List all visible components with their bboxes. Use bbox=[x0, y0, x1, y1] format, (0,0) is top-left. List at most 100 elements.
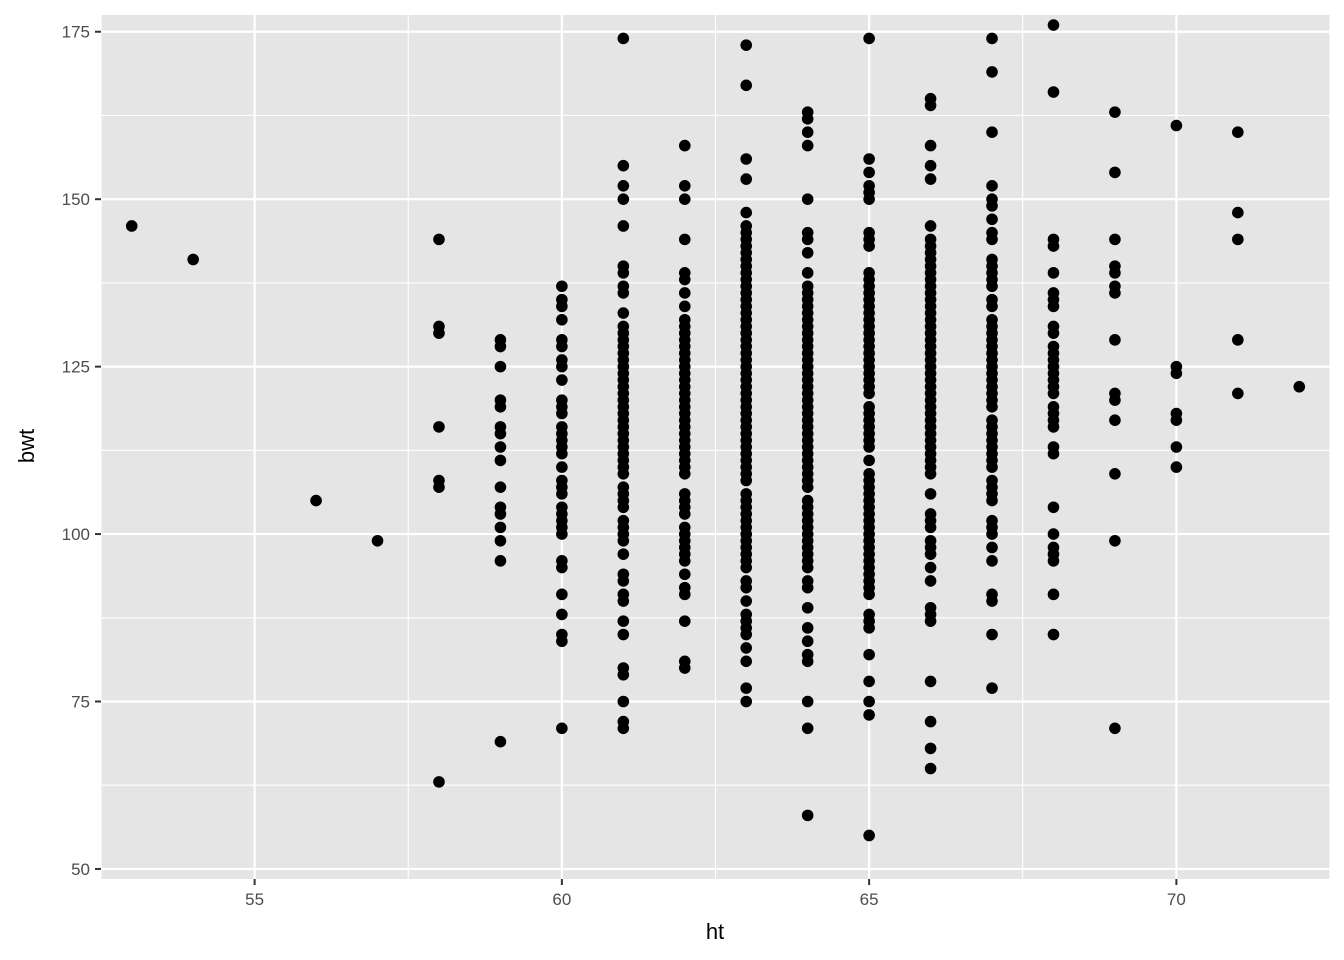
data-point bbox=[986, 595, 998, 607]
data-point bbox=[617, 628, 630, 641]
data-point bbox=[678, 568, 691, 581]
data-point bbox=[1047, 555, 1060, 567]
data-point bbox=[1170, 119, 1183, 132]
data-point bbox=[494, 340, 507, 353]
data-point bbox=[617, 307, 630, 319]
y-axis-title: bwt bbox=[14, 429, 39, 463]
data-point bbox=[494, 481, 507, 493]
data-point bbox=[1047, 501, 1060, 514]
data-point bbox=[433, 233, 445, 246]
data-point bbox=[1109, 166, 1121, 179]
data-point bbox=[801, 809, 814, 822]
data-point bbox=[801, 139, 814, 152]
data-point bbox=[494, 508, 507, 520]
data-point bbox=[924, 762, 937, 775]
data-point bbox=[801, 695, 814, 708]
x-axis-tick-labels: 55 60 65 70 bbox=[245, 890, 1186, 909]
y-tick-label: 125 bbox=[62, 358, 90, 377]
data-point bbox=[556, 461, 568, 473]
data-point bbox=[1109, 233, 1121, 246]
data-point bbox=[1109, 267, 1121, 279]
data-point bbox=[740, 173, 753, 185]
data-point bbox=[371, 534, 384, 547]
data-point bbox=[740, 655, 753, 668]
data-point bbox=[986, 200, 998, 212]
data-point bbox=[924, 488, 937, 500]
data-point bbox=[924, 467, 937, 480]
data-point bbox=[924, 99, 937, 112]
x-tick-label: 60 bbox=[552, 890, 571, 909]
data-point bbox=[678, 300, 691, 313]
data-point bbox=[801, 561, 814, 574]
data-point bbox=[678, 662, 691, 674]
data-point bbox=[740, 581, 753, 594]
data-point bbox=[1109, 334, 1121, 346]
data-point bbox=[740, 39, 753, 51]
data-point bbox=[1232, 126, 1244, 139]
x-tick-label: 65 bbox=[860, 890, 879, 909]
data-point bbox=[740, 642, 753, 654]
data-point bbox=[801, 622, 814, 634]
data-point bbox=[617, 575, 630, 587]
data-point bbox=[617, 548, 630, 560]
data-point bbox=[617, 287, 630, 299]
data-point bbox=[986, 461, 998, 473]
data-point bbox=[1109, 467, 1121, 480]
data-point bbox=[740, 682, 753, 694]
data-point bbox=[1047, 19, 1060, 31]
data-point bbox=[678, 193, 691, 205]
data-point bbox=[678, 179, 691, 192]
data-point bbox=[1047, 240, 1060, 252]
data-point bbox=[740, 474, 753, 487]
data-point bbox=[556, 340, 568, 353]
data-point bbox=[1109, 414, 1121, 427]
data-point bbox=[678, 508, 691, 520]
data-points bbox=[125, 19, 1306, 842]
data-point bbox=[863, 648, 875, 661]
data-point bbox=[924, 561, 937, 574]
data-point bbox=[1047, 267, 1060, 279]
data-point bbox=[986, 300, 998, 313]
data-point bbox=[556, 313, 568, 326]
data-point bbox=[556, 300, 568, 313]
data-point bbox=[433, 421, 445, 433]
data-point bbox=[1109, 722, 1121, 735]
data-point bbox=[863, 695, 875, 708]
data-point bbox=[801, 581, 814, 594]
data-point bbox=[801, 193, 814, 205]
data-point bbox=[556, 447, 568, 460]
data-point bbox=[863, 240, 875, 252]
y-axis-tick-labels: 50 75 100 125 150 175 bbox=[62, 23, 90, 879]
data-point bbox=[433, 776, 445, 788]
data-point bbox=[986, 280, 998, 293]
data-point bbox=[801, 635, 814, 648]
data-point bbox=[740, 595, 753, 607]
data-point bbox=[1109, 287, 1121, 299]
data-point bbox=[494, 454, 507, 467]
data-point bbox=[986, 66, 998, 78]
data-point bbox=[617, 668, 630, 681]
y-tick-label: 75 bbox=[71, 693, 90, 712]
data-point bbox=[1170, 461, 1183, 473]
data-point bbox=[801, 126, 814, 139]
data-point bbox=[678, 467, 691, 480]
data-point bbox=[678, 233, 691, 246]
data-point bbox=[556, 608, 568, 621]
data-point bbox=[986, 541, 998, 554]
data-point bbox=[801, 722, 814, 735]
data-point bbox=[1232, 233, 1244, 246]
data-point bbox=[556, 588, 568, 601]
data-point bbox=[556, 374, 568, 386]
data-point bbox=[924, 159, 937, 172]
data-point bbox=[986, 555, 998, 567]
data-point bbox=[801, 113, 814, 125]
data-point bbox=[617, 695, 630, 708]
data-point bbox=[1047, 628, 1060, 641]
data-point bbox=[617, 534, 630, 547]
x-axis-title: ht bbox=[706, 919, 724, 944]
data-point bbox=[556, 360, 568, 373]
data-point bbox=[1109, 534, 1121, 547]
data-point bbox=[494, 521, 507, 534]
data-point bbox=[494, 555, 507, 567]
data-point bbox=[986, 401, 998, 413]
